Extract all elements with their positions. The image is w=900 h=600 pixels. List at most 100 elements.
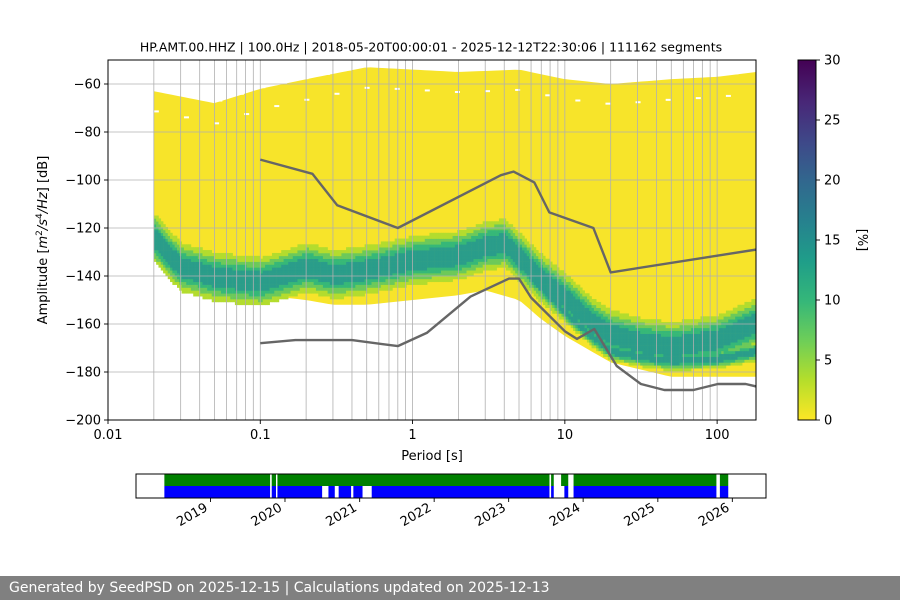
- psd-cell: [542, 296, 546, 300]
- psd-cell: [306, 244, 310, 248]
- psd-cell: [728, 330, 731, 334]
- psd-cell: [732, 342, 736, 346]
- psd-cell: [309, 252, 312, 257]
- psd-cell: [577, 324, 581, 329]
- psd-cell: [401, 244, 405, 248]
- psd-cell: [630, 342, 634, 346]
- psd-cell: [262, 278, 266, 283]
- psd-cell: [288, 273, 291, 277]
- psd-cell: [730, 313, 734, 317]
- psd-cell: [401, 252, 405, 257]
- psd-cell: [575, 299, 578, 303]
- psd-cell: [153, 232, 157, 236]
- psd-cell: [281, 250, 284, 254]
- psd-cell: [218, 258, 222, 262]
- psd-cell: [589, 304, 592, 308]
- psd-cell: [617, 353, 620, 357]
- psd-cell: [630, 339, 634, 343]
- psd-cell: [271, 299, 275, 303]
- psd-cell: [394, 261, 398, 265]
- psd-cell: [343, 258, 347, 262]
- psd-gap: [734, 72, 739, 75]
- psd-cell: [357, 261, 361, 265]
- psd-cell: [533, 287, 537, 291]
- psd-cell: [271, 252, 275, 257]
- psd-cell: [160, 235, 164, 239]
- psd-cell: [700, 350, 704, 355]
- psd-cell: [392, 281, 396, 285]
- psd-cell: [744, 307, 748, 311]
- psd-cell: [739, 333, 743, 337]
- psd-cell: [431, 278, 435, 283]
- psd-cell: [255, 273, 259, 277]
- psd-cell: [383, 273, 386, 277]
- psd-cell: [195, 284, 199, 288]
- psd-cell: [607, 330, 611, 334]
- psd-cell: [605, 327, 609, 332]
- psd-cell: [292, 255, 296, 260]
- psd-cell: [202, 276, 206, 280]
- psd-cell: [570, 319, 574, 323]
- psd-cell: [698, 327, 701, 332]
- psd-cell: [290, 287, 294, 291]
- psd-cell: [742, 339, 745, 343]
- psd-cell: [705, 324, 708, 329]
- psd-cell: [237, 270, 240, 274]
- psd-cell: [487, 255, 490, 260]
- x-axis-label: Period [s]: [401, 449, 463, 464]
- psd-cell: [605, 339, 609, 343]
- psd-cell: [369, 287, 372, 291]
- psd-cell: [315, 276, 319, 280]
- psd-cell: [276, 273, 280, 277]
- psd-cell: [239, 255, 243, 260]
- psd-cell: [181, 244, 185, 248]
- psd-cell: [188, 250, 192, 254]
- psd-cell: [170, 250, 173, 254]
- psd-cell: [221, 284, 224, 288]
- psd-cell: [390, 241, 393, 245]
- psd-cell: [246, 261, 250, 265]
- psd-cell: [589, 319, 592, 323]
- psd-cell: [691, 324, 694, 329]
- psd-cell: [700, 345, 704, 349]
- psd-cell: [336, 255, 340, 260]
- psd-gap: [665, 98, 671, 101]
- psd-cell: [561, 310, 565, 314]
- psd-cell: [573, 310, 576, 314]
- psd-cell: [390, 244, 393, 248]
- psd-cell: [237, 276, 240, 280]
- psd-cell: [299, 264, 303, 268]
- psd-cell: [445, 244, 449, 248]
- psd-cell: [362, 258, 365, 262]
- psd-cell: [478, 241, 481, 245]
- psd-cell: [489, 235, 493, 239]
- psd-cell: [491, 229, 495, 234]
- psd-cell: [434, 270, 437, 274]
- psd-cell: [533, 252, 537, 257]
- psd-cell: [320, 281, 324, 285]
- psd-cell: [339, 250, 342, 254]
- psd-cell: [531, 252, 534, 257]
- psd-cell: [234, 278, 238, 283]
- psd-cell: [170, 247, 173, 251]
- psd-cell: [193, 252, 196, 257]
- psd-cell: [223, 293, 226, 297]
- psd-cell: [447, 232, 451, 236]
- psd-cell: [475, 235, 479, 239]
- psd-cell: [579, 304, 583, 308]
- psd-cell: [482, 255, 486, 260]
- psd-cell: [751, 330, 754, 334]
- psd-cell: [447, 278, 451, 283]
- psd-cell: [642, 336, 646, 340]
- psd-cell: [552, 267, 555, 271]
- psd-cell: [376, 281, 379, 285]
- psd-cell: [612, 348, 616, 352]
- psd-cell: [579, 293, 583, 297]
- psd-cell: [422, 267, 426, 271]
- psd-cell: [656, 365, 660, 369]
- psd-cell: [603, 336, 606, 340]
- psd-cell: [711, 327, 715, 332]
- psd-cell: [480, 264, 484, 268]
- psd-cell: [438, 241, 442, 245]
- psd-cell: [262, 267, 266, 271]
